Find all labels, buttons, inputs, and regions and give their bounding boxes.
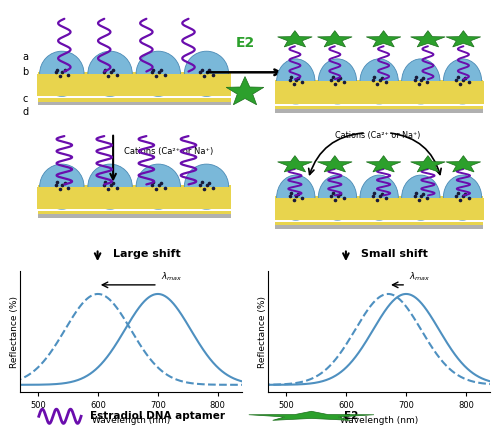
Ellipse shape bbox=[184, 164, 228, 209]
Polygon shape bbox=[226, 77, 264, 105]
Bar bbox=[274, 82, 317, 104]
Ellipse shape bbox=[88, 51, 132, 96]
Bar bbox=[275, 80, 484, 82]
Text: Estradiol DNA aptamer: Estradiol DNA aptamer bbox=[90, 411, 226, 421]
Y-axis label: Reflectance (%): Reflectance (%) bbox=[258, 295, 267, 368]
Ellipse shape bbox=[136, 164, 180, 209]
Text: E2: E2 bbox=[236, 35, 255, 50]
Bar bbox=[38, 101, 230, 105]
Text: $\lambda_{max}$: $\lambda_{max}$ bbox=[161, 271, 182, 283]
Bar bbox=[316, 82, 358, 104]
Polygon shape bbox=[410, 31, 445, 47]
Y-axis label: Reflectance (%): Reflectance (%) bbox=[10, 295, 18, 368]
Ellipse shape bbox=[276, 59, 315, 104]
Ellipse shape bbox=[360, 175, 399, 220]
Bar bbox=[400, 82, 442, 104]
Bar bbox=[38, 187, 86, 209]
Bar bbox=[400, 198, 442, 220]
Bar bbox=[182, 74, 231, 96]
Bar bbox=[134, 74, 182, 96]
Bar bbox=[442, 82, 484, 104]
Text: Small shift: Small shift bbox=[362, 249, 428, 259]
Bar bbox=[38, 185, 230, 188]
Ellipse shape bbox=[40, 164, 84, 209]
Bar bbox=[275, 109, 484, 113]
Bar bbox=[86, 74, 134, 96]
Text: Cations (Ca²⁺ or Na⁺): Cations (Ca²⁺ or Na⁺) bbox=[335, 131, 420, 140]
Bar bbox=[38, 74, 86, 96]
Bar bbox=[275, 106, 484, 109]
X-axis label: Wavelength (nm): Wavelength (nm) bbox=[340, 416, 418, 425]
Bar bbox=[316, 198, 358, 220]
Text: b: b bbox=[22, 66, 29, 77]
Ellipse shape bbox=[402, 175, 440, 220]
Bar bbox=[275, 222, 484, 225]
Polygon shape bbox=[366, 155, 401, 172]
Ellipse shape bbox=[40, 51, 84, 96]
Bar bbox=[38, 214, 230, 218]
Ellipse shape bbox=[184, 51, 228, 96]
Ellipse shape bbox=[444, 175, 482, 220]
Bar bbox=[275, 225, 484, 229]
Ellipse shape bbox=[88, 164, 132, 209]
Text: a: a bbox=[22, 52, 28, 62]
Ellipse shape bbox=[318, 59, 356, 104]
Text: c: c bbox=[22, 94, 28, 104]
Polygon shape bbox=[318, 155, 352, 172]
Bar bbox=[86, 187, 134, 209]
Bar bbox=[38, 211, 230, 214]
Bar bbox=[38, 98, 230, 101]
Ellipse shape bbox=[276, 175, 315, 220]
Text: $\lambda_{max}$: $\lambda_{max}$ bbox=[409, 271, 430, 283]
Ellipse shape bbox=[318, 175, 356, 220]
Bar bbox=[38, 72, 230, 75]
Bar bbox=[182, 187, 231, 209]
Text: d: d bbox=[22, 107, 29, 117]
Polygon shape bbox=[366, 31, 401, 47]
Bar bbox=[442, 198, 484, 220]
Ellipse shape bbox=[402, 59, 440, 104]
Polygon shape bbox=[410, 155, 445, 172]
X-axis label: Wavelength (nm): Wavelength (nm) bbox=[92, 416, 170, 425]
Bar bbox=[358, 198, 400, 220]
Bar bbox=[358, 82, 400, 104]
Polygon shape bbox=[249, 411, 374, 420]
Ellipse shape bbox=[136, 51, 180, 96]
Ellipse shape bbox=[360, 59, 399, 104]
Text: E2: E2 bbox=[344, 411, 358, 421]
Bar bbox=[275, 196, 484, 198]
Text: Large shift: Large shift bbox=[113, 249, 181, 259]
Text: Cations (Ca²⁺ or Na⁺): Cations (Ca²⁺ or Na⁺) bbox=[124, 147, 214, 156]
Polygon shape bbox=[278, 155, 312, 172]
Bar bbox=[134, 187, 182, 209]
Polygon shape bbox=[446, 155, 480, 172]
Ellipse shape bbox=[444, 59, 482, 104]
Polygon shape bbox=[446, 31, 480, 47]
Bar bbox=[274, 198, 317, 220]
Polygon shape bbox=[318, 31, 352, 47]
Polygon shape bbox=[278, 31, 312, 47]
